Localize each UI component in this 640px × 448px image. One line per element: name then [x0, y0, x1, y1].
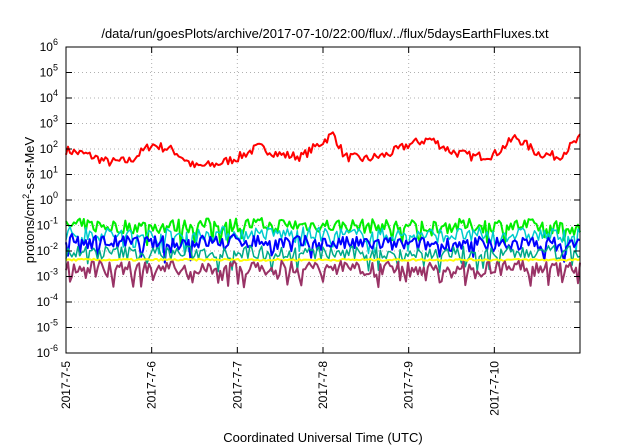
x-tick-label: 2017-7-7	[230, 361, 244, 409]
y-axis: 10-6 10-5 10-4 10-3 10-2 10-1 100 101 102 103 104 1…	[37, 37, 580, 360]
y-tick-label: 10-6	[37, 343, 58, 360]
y-tick-label: 10-4	[37, 292, 58, 309]
y-tick-label: 105	[40, 63, 58, 80]
x-tick-label: 2017-7-10	[487, 361, 501, 416]
y-tick-label: 106	[40, 37, 58, 54]
y-tick-label: 10-2	[37, 241, 58, 258]
y-tick-label: 104	[40, 88, 58, 105]
series-line-1	[65, 217, 581, 247]
x-tick-label: 2017-7-5	[59, 361, 73, 409]
y-axis-label-suffix: -s-sr-MeV	[22, 136, 37, 193]
x-axis-label: Coordinated Universal Time (UTC)	[223, 430, 422, 445]
y-axis-label: protons/cm2-s-sr-MeV	[21, 136, 37, 263]
grid-lines	[66, 47, 580, 353]
y-tick-label: 10-5	[37, 318, 58, 335]
y-tick-label: 10-3	[37, 267, 58, 284]
x-tick-label: 2017-7-9	[402, 361, 416, 409]
series-line-2	[65, 225, 581, 256]
y-tick-label: 101	[40, 165, 58, 182]
series-line-6	[65, 259, 581, 289]
y-tick-label: 10-1	[37, 216, 58, 233]
y-tick-label: 100	[40, 190, 58, 207]
y-tick-label: 103	[40, 114, 58, 131]
y-tick-label: 102	[40, 139, 58, 156]
x-tick-label: 2017-7-8	[316, 361, 330, 409]
series-line-0	[65, 131, 581, 169]
y-axis-label-exponent: 2	[21, 194, 31, 199]
series-line-3	[65, 233, 581, 264]
x-tick-label: 2017-7-6	[145, 361, 159, 409]
y-axis-label-unit: protons/cm	[22, 199, 37, 263]
series-line-4	[65, 244, 581, 273]
series-line-5	[65, 257, 581, 262]
series-lines	[65, 131, 581, 289]
x-axis: 2017-7-5 2017-7-6 2017-7-7 2017-7-8 2017-7-9…	[59, 47, 501, 416]
chart-title: /data/run/goesPlots/archive/2017-07-10/2…	[101, 26, 549, 41]
